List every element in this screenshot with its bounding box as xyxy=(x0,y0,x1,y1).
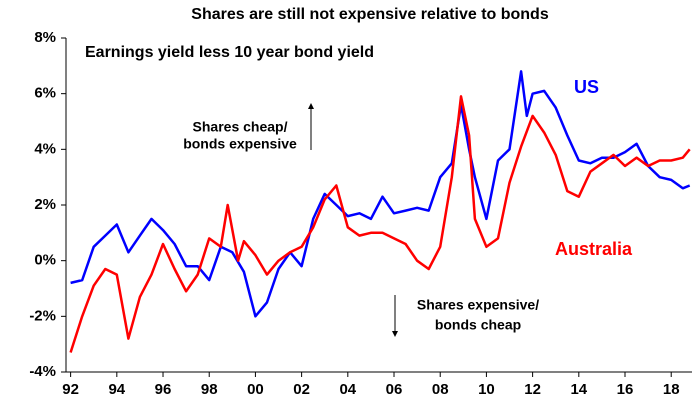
x-tick-label: 16 xyxy=(617,381,634,398)
line-series xyxy=(69,95,691,353)
legend-label: Australia xyxy=(555,239,633,259)
y-tick-label: 2% xyxy=(34,196,56,213)
y-tick-label: -2% xyxy=(29,307,56,324)
x-tick-label: 10 xyxy=(478,381,495,398)
line-series xyxy=(70,70,691,318)
annotation: Shares cheap/ xyxy=(193,119,288,135)
x-tick-label: 94 xyxy=(108,381,125,398)
y-tick-label: 8% xyxy=(34,29,56,46)
x-tick-label: 18 xyxy=(663,381,680,398)
x-tick-label: 02 xyxy=(293,381,310,398)
x-tick-label: 08 xyxy=(432,381,449,398)
subtitle: Earnings yield less 10 year bond yield xyxy=(85,44,374,61)
annotation: bonds expensive xyxy=(183,136,297,152)
y-tick-label: 4% xyxy=(34,140,56,157)
x-tick-label: 14 xyxy=(570,381,587,398)
annotation: bonds cheap xyxy=(435,317,521,333)
chart-title: Shares are still not expensive relative … xyxy=(191,6,549,23)
x-tick-label: 92 xyxy=(62,381,79,398)
x-tick-label: 04 xyxy=(339,381,356,398)
x-tick-label: 06 xyxy=(386,381,403,398)
y-tick-label: 0% xyxy=(34,252,56,269)
x-tick-label: 12 xyxy=(524,381,541,398)
annotation: Shares expensive/ xyxy=(417,297,539,313)
y-tick-label: -4% xyxy=(29,363,56,380)
x-tick-label: 98 xyxy=(201,381,218,398)
x-tick-label: 96 xyxy=(155,381,172,398)
x-tick-label: 00 xyxy=(247,381,264,398)
y-tick-label: 6% xyxy=(34,85,56,102)
legend-label: US xyxy=(574,77,599,97)
